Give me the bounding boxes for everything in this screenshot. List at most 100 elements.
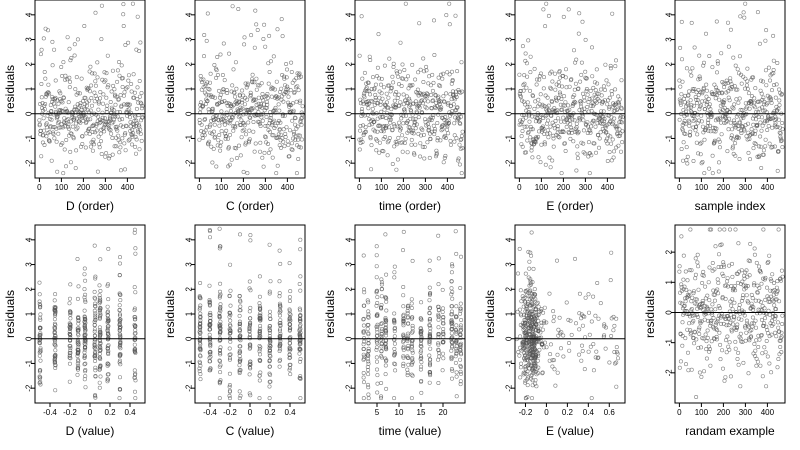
data-point	[216, 138, 221, 143]
data-point	[254, 76, 259, 81]
data-point	[276, 102, 281, 107]
data-point	[712, 140, 717, 145]
data-point	[68, 131, 73, 136]
data-point	[776, 227, 781, 232]
data-point	[701, 85, 706, 90]
data-point	[604, 78, 609, 83]
y-axis-title: residuals	[323, 290, 337, 338]
data-point	[710, 302, 715, 307]
data-point	[126, 138, 131, 143]
data-point	[207, 139, 212, 144]
data-point	[752, 141, 757, 146]
data-point	[115, 68, 120, 73]
y-tick-label: 0	[665, 111, 674, 116]
data-point	[198, 280, 203, 285]
data-point	[738, 14, 743, 19]
data-point	[729, 87, 734, 92]
data-point	[111, 83, 116, 88]
data-point	[731, 118, 736, 123]
data-point	[294, 171, 299, 176]
data-point	[548, 124, 553, 129]
data-point	[253, 141, 258, 146]
data-point	[373, 92, 378, 97]
data-point	[735, 356, 740, 361]
y-tick-label: 3	[505, 37, 514, 42]
data-point	[722, 378, 727, 383]
data-point	[598, 87, 603, 92]
data-point	[244, 132, 249, 137]
data-point	[369, 98, 374, 103]
data-point	[610, 11, 615, 16]
data-point	[717, 90, 722, 95]
data-point	[564, 300, 569, 305]
y-tick-label: 0	[185, 111, 194, 116]
data-point	[408, 116, 413, 121]
data-point	[729, 303, 734, 308]
data-point	[362, 70, 367, 75]
data-point	[687, 321, 692, 326]
data-point	[88, 89, 93, 94]
data-point	[268, 59, 273, 64]
data-point	[221, 41, 226, 46]
data-point	[436, 380, 441, 385]
data-point	[723, 338, 728, 343]
data-point	[692, 341, 697, 346]
x-tick-label: 400	[281, 183, 295, 192]
data-point	[684, 145, 689, 150]
data-point	[213, 134, 218, 139]
data-point	[758, 363, 763, 368]
data-point	[212, 122, 217, 127]
data-point	[702, 171, 707, 176]
data-point	[440, 309, 445, 314]
data-point	[403, 1, 408, 6]
data-point	[458, 138, 463, 143]
data-point	[750, 131, 755, 136]
data-point	[772, 303, 777, 308]
data-point	[705, 120, 710, 125]
data-point	[687, 289, 692, 294]
data-point	[82, 287, 87, 292]
data-point	[240, 88, 245, 93]
data-point	[237, 363, 242, 368]
data-point	[217, 226, 222, 231]
data-point	[106, 156, 111, 161]
y-tick-label: 1	[665, 280, 674, 285]
data-point	[733, 227, 738, 232]
data-point	[413, 126, 418, 131]
data-point	[358, 124, 363, 129]
data-point	[605, 141, 610, 146]
data-point	[378, 99, 383, 104]
data-point	[133, 290, 138, 295]
data-point	[248, 233, 253, 238]
data-point	[90, 130, 95, 135]
data-point	[140, 115, 145, 120]
data-point	[87, 131, 92, 136]
data-point	[115, 114, 120, 119]
data-point	[82, 266, 87, 271]
data-point	[597, 98, 602, 103]
data-point	[716, 252, 721, 257]
data-point	[758, 144, 763, 149]
y-tick-label: 4	[345, 237, 354, 242]
data-point	[241, 112, 246, 117]
data-point	[62, 116, 67, 121]
data-point	[681, 140, 686, 145]
data-point	[524, 61, 529, 66]
data-point	[374, 345, 379, 350]
data-point	[250, 77, 255, 82]
data-point	[282, 144, 287, 149]
data-point	[517, 353, 522, 358]
data-point	[394, 142, 399, 147]
data-point	[542, 132, 547, 137]
data-point	[728, 27, 733, 32]
data-point	[298, 396, 303, 401]
data-point	[397, 120, 402, 125]
data-point	[737, 302, 742, 307]
data-point	[701, 369, 706, 374]
data-point	[247, 279, 252, 284]
data-point	[63, 77, 68, 82]
data-point	[277, 127, 282, 132]
data-point	[586, 292, 591, 297]
